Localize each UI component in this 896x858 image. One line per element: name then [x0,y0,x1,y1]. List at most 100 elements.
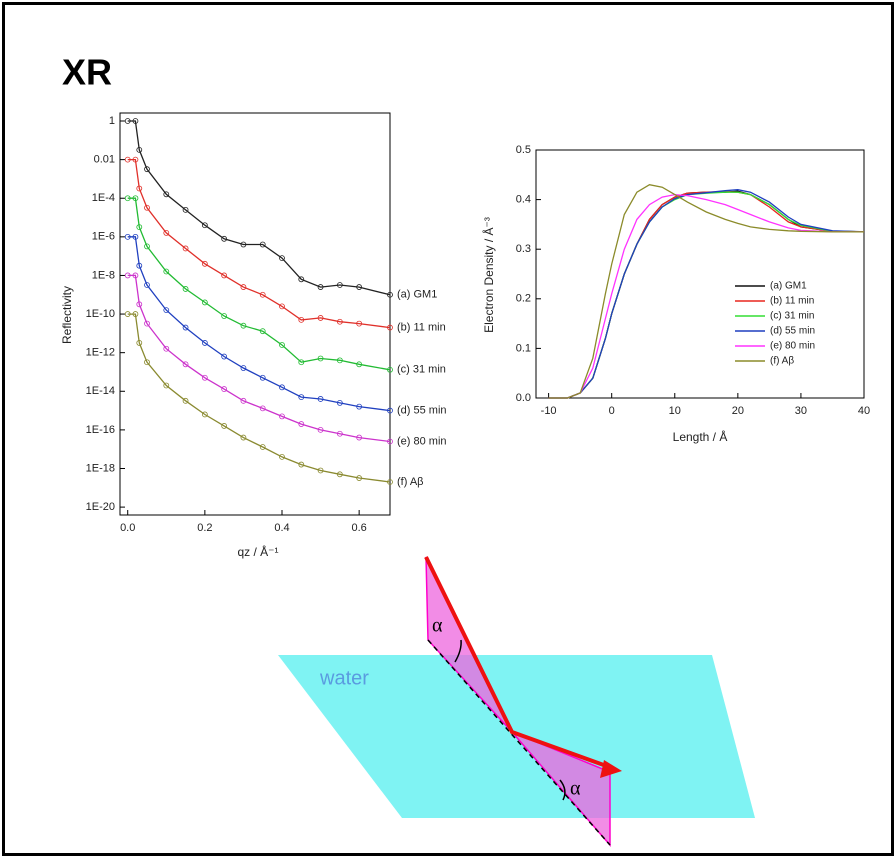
data-point [136,340,143,346]
y-tick-label: 0.4 [516,194,531,206]
data-point [279,255,285,262]
data-point [240,434,247,441]
y-tick-label: 0.2 [516,293,531,305]
data-point [144,320,150,327]
data-point [317,396,324,402]
data-point [279,342,285,348]
series-label: (f) Aβ [397,476,424,488]
plot-frame [535,149,865,399]
data-point [356,320,363,327]
water-label: water [319,667,369,689]
data-point [221,272,228,279]
series-line [127,313,391,483]
x-tick-label: 0 [609,405,615,417]
data-point [356,403,363,410]
data-point [336,318,343,325]
data-point [317,467,324,474]
series-label: (d) 55 min [397,404,447,416]
data-point [221,423,228,429]
data-point [163,307,170,314]
data-point [279,303,285,310]
y-tick-label: 0.01 [94,154,115,166]
data-point [259,374,266,381]
legend-label: (e) 80 min [770,341,815,352]
data-point [279,413,285,420]
data-point [132,311,139,317]
data-point [387,479,393,485]
data-point [279,384,285,391]
data-point [387,291,393,298]
x-tick-label: 0.2 [197,522,212,534]
data-point [356,361,363,368]
series-label: (e) 80 min [397,435,447,447]
data-point [124,195,131,202]
data-point [356,434,363,441]
data-point [124,118,131,124]
data-point [279,453,285,460]
data-point [132,233,139,240]
data-point [163,345,170,352]
data-point [136,262,143,269]
legend-label: (b) 11 min [770,296,814,307]
data-point [182,245,189,252]
y-tick-label: 1E-6 [92,231,115,243]
data-point [124,233,131,240]
data-point [317,315,324,321]
data-point [124,272,131,279]
surface-line [427,639,611,846]
data-point [336,430,343,437]
data-point [221,313,228,319]
data-point [356,284,363,290]
beam-arrowhead [600,760,622,778]
data-point [317,426,324,433]
y-tick-label: 1E-8 [92,269,115,281]
angle-label: α [432,615,443,637]
data-point [201,340,208,346]
x-tick-label: 0.6 [351,522,366,534]
data-point [317,355,324,362]
data-point [136,185,143,192]
data-point [298,276,305,283]
data-point [387,407,393,414]
angle-label: α [570,778,581,800]
data-point [136,146,143,153]
data-point [144,282,150,288]
x-axis-label: qz / Å⁻¹ [237,544,278,559]
data-point [201,411,208,418]
data-point [336,471,343,478]
y-axis-label: Reflectivity [60,286,74,344]
data-point [182,286,189,292]
data-point [317,284,324,290]
data-point [163,191,170,198]
data-point [259,328,266,335]
data-point [163,229,170,236]
beam [424,556,613,770]
y-tick-label: 1 [109,115,115,127]
y-tick-label: 1E-4 [92,192,115,204]
series-line [127,236,391,412]
legend-label: (f) Aβ [770,356,794,367]
data-point [182,206,189,213]
data-point [144,359,150,366]
series-line [127,197,391,371]
series-line [548,184,864,399]
data-point [298,316,305,323]
series-line [548,189,865,399]
slide-title: XR [62,52,112,93]
data-point [182,324,189,331]
data-point [124,311,131,317]
data-point [201,222,208,229]
x-axis-label: Length / Å [673,429,728,444]
data-point [240,284,247,290]
diagram: water α α [278,556,755,848]
angle-arc [559,779,566,801]
legend-label: (c) 31 min [770,311,814,322]
x-tick-label: 0.4 [274,522,289,534]
data-point [298,421,305,427]
x-tick-label: -10 [541,405,557,417]
y-tick-label: 0.0 [516,392,531,404]
data-point [387,324,393,331]
